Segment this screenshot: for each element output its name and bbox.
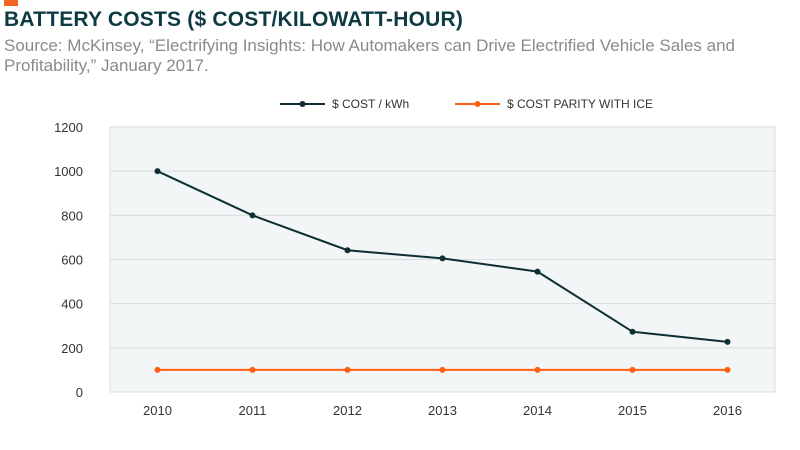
data-point-cost: [249, 212, 256, 219]
data-point-parity: [629, 366, 636, 373]
legend: $ COST / kWh $ COST PARITY WITH ICE: [280, 97, 653, 111]
data-point-parity: [249, 366, 256, 373]
accent-bar: [4, 0, 18, 6]
x-tick-label: 2012: [333, 403, 362, 418]
x-tick-label: 2016: [713, 403, 742, 418]
x-tick-label: 2011: [239, 403, 267, 418]
data-point-cost: [344, 247, 351, 254]
y-tick-label: 1200: [54, 120, 83, 135]
x-tick-label: 2014: [523, 403, 552, 418]
chart-source: Source: McKinsey, “Electrifying Insights…: [4, 36, 735, 75]
y-tick-label: 1000: [54, 164, 83, 179]
x-tick-label: 2010: [143, 403, 172, 418]
data-point-parity: [439, 366, 446, 373]
legend-label-cost: $ COST / kWh: [332, 97, 409, 111]
y-tick-label: 600: [61, 253, 83, 268]
legend-label-parity: $ COST PARITY WITH ICE: [507, 97, 653, 111]
y-tick-label: 800: [61, 208, 83, 223]
data-point-parity: [724, 366, 731, 373]
data-point-parity: [534, 366, 541, 373]
legend-marker-parity: [474, 101, 481, 107]
data-point-cost: [534, 268, 541, 275]
y-tick-label: 400: [61, 297, 83, 312]
x-tick-label: 2015: [618, 403, 647, 418]
chart-title: BATTERY COSTS ($ COST/KILOWATT-HOUR): [4, 8, 464, 31]
x-tick-label: 2013: [428, 403, 457, 418]
data-point-cost: [724, 338, 731, 345]
legend-marker-cost: [299, 101, 306, 107]
data-point-cost: [154, 168, 161, 175]
data-point-cost: [629, 328, 636, 335]
data-point-cost: [439, 255, 446, 262]
y-tick-label: 0: [76, 385, 83, 400]
data-point-parity: [154, 366, 161, 373]
data-point-parity: [344, 366, 351, 373]
y-tick-label: 200: [61, 341, 83, 356]
